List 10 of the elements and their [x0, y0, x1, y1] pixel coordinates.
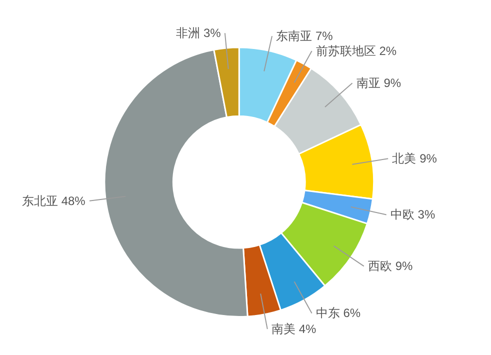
slice-label: 南亚 9%: [356, 76, 402, 90]
slice-label: 东北亚 48%: [22, 194, 86, 208]
slice-label: 东南亚 7%: [276, 29, 334, 44]
slice-label: 西欧 9%: [368, 259, 414, 274]
slice-label: 南美 4%: [272, 322, 317, 336]
slice-label: 非洲 3%: [176, 26, 222, 40]
slice-label: 前苏联地区 2%: [316, 44, 397, 58]
slice-label: 中欧 3%: [390, 208, 436, 222]
slice-label: 中东 6%: [316, 306, 361, 320]
slice-label: 北美 9%: [392, 152, 438, 166]
